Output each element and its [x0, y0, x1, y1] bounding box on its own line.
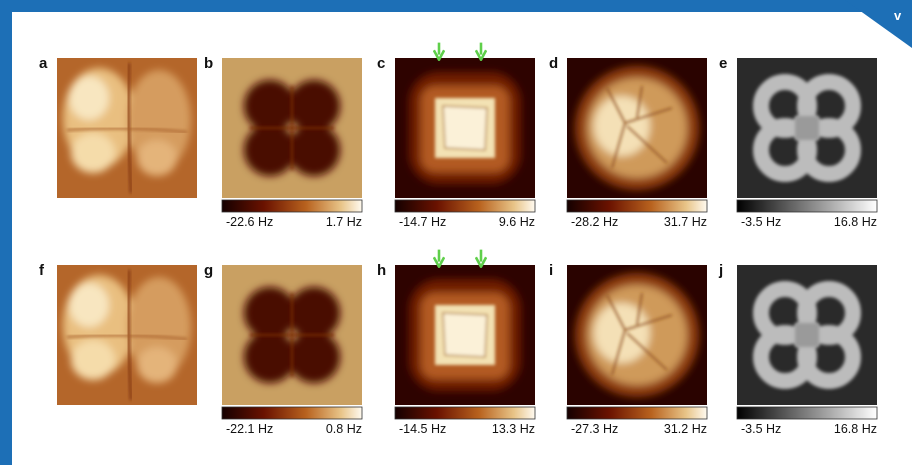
colorbar-min: -3.5 Hz: [741, 215, 781, 229]
colorbar-max: 0.8 Hz: [326, 422, 362, 436]
colorbar-min: -22.1 Hz: [226, 422, 273, 436]
panel-label: c: [377, 55, 385, 72]
colorbar-max: 31.7 Hz: [664, 215, 707, 229]
corner-text: v: [894, 8, 902, 23]
arrow: [434, 250, 444, 267]
arrow: [476, 250, 486, 267]
panel-label: j: [718, 262, 723, 279]
colorbar: [567, 407, 707, 419]
panel-label: h: [377, 262, 386, 279]
panel-label: f: [39, 262, 45, 279]
panel-image: [395, 265, 535, 405]
colorbar-min: -3.5 Hz: [741, 422, 781, 436]
panel-image: [57, 265, 197, 405]
colorbar-min: -27.3 Hz: [571, 422, 618, 436]
colorbar-max: 13.3 Hz: [492, 422, 535, 436]
colorbar-max: 16.8 Hz: [834, 422, 877, 436]
colorbar-min: -28.2 Hz: [571, 215, 618, 229]
colorbar: [567, 200, 707, 212]
colorbar: [222, 200, 362, 212]
colorbar-min: -22.6 Hz: [226, 215, 273, 229]
colorbar: [395, 200, 535, 212]
panel-image: [567, 58, 707, 198]
panel-label: i: [549, 262, 553, 279]
colorbar-min: -14.5 Hz: [399, 422, 446, 436]
colorbar: [222, 407, 362, 419]
colorbar-min: -14.7 Hz: [399, 215, 446, 229]
colorbar-max: 9.6 Hz: [499, 215, 535, 229]
panel-image: [737, 58, 877, 198]
panel-label: a: [39, 55, 48, 72]
colorbar-max: 16.8 Hz: [834, 215, 877, 229]
frame-left: [0, 0, 12, 465]
panel-image: [737, 265, 877, 405]
colorbar: [737, 200, 877, 212]
panels: a b -22.6 Hz 1.7 Hz c -14.7 Hz 9.6 Hz d -28.2 Hz…: [39, 43, 877, 436]
arrow: [476, 43, 486, 60]
panel-image: [57, 58, 197, 198]
panel-image: [395, 58, 535, 198]
panel-label: b: [204, 55, 213, 72]
frame-top: [0, 0, 912, 12]
panel-label: g: [204, 262, 213, 279]
arrow: [434, 43, 444, 60]
figure: v a b -22.6 Hz 1.7 Hz c -14.7 Hz 9.6 Hz d -28.2 …: [0, 0, 912, 465]
panel-image: [567, 265, 707, 405]
colorbar-max: 1.7 Hz: [326, 215, 362, 229]
panel-label: e: [719, 55, 727, 72]
panel-label: d: [549, 55, 558, 72]
panel-image: [222, 265, 362, 405]
colorbar: [395, 407, 535, 419]
colorbar: [737, 407, 877, 419]
panel-image: [222, 58, 362, 198]
colorbar-max: 31.2 Hz: [664, 422, 707, 436]
